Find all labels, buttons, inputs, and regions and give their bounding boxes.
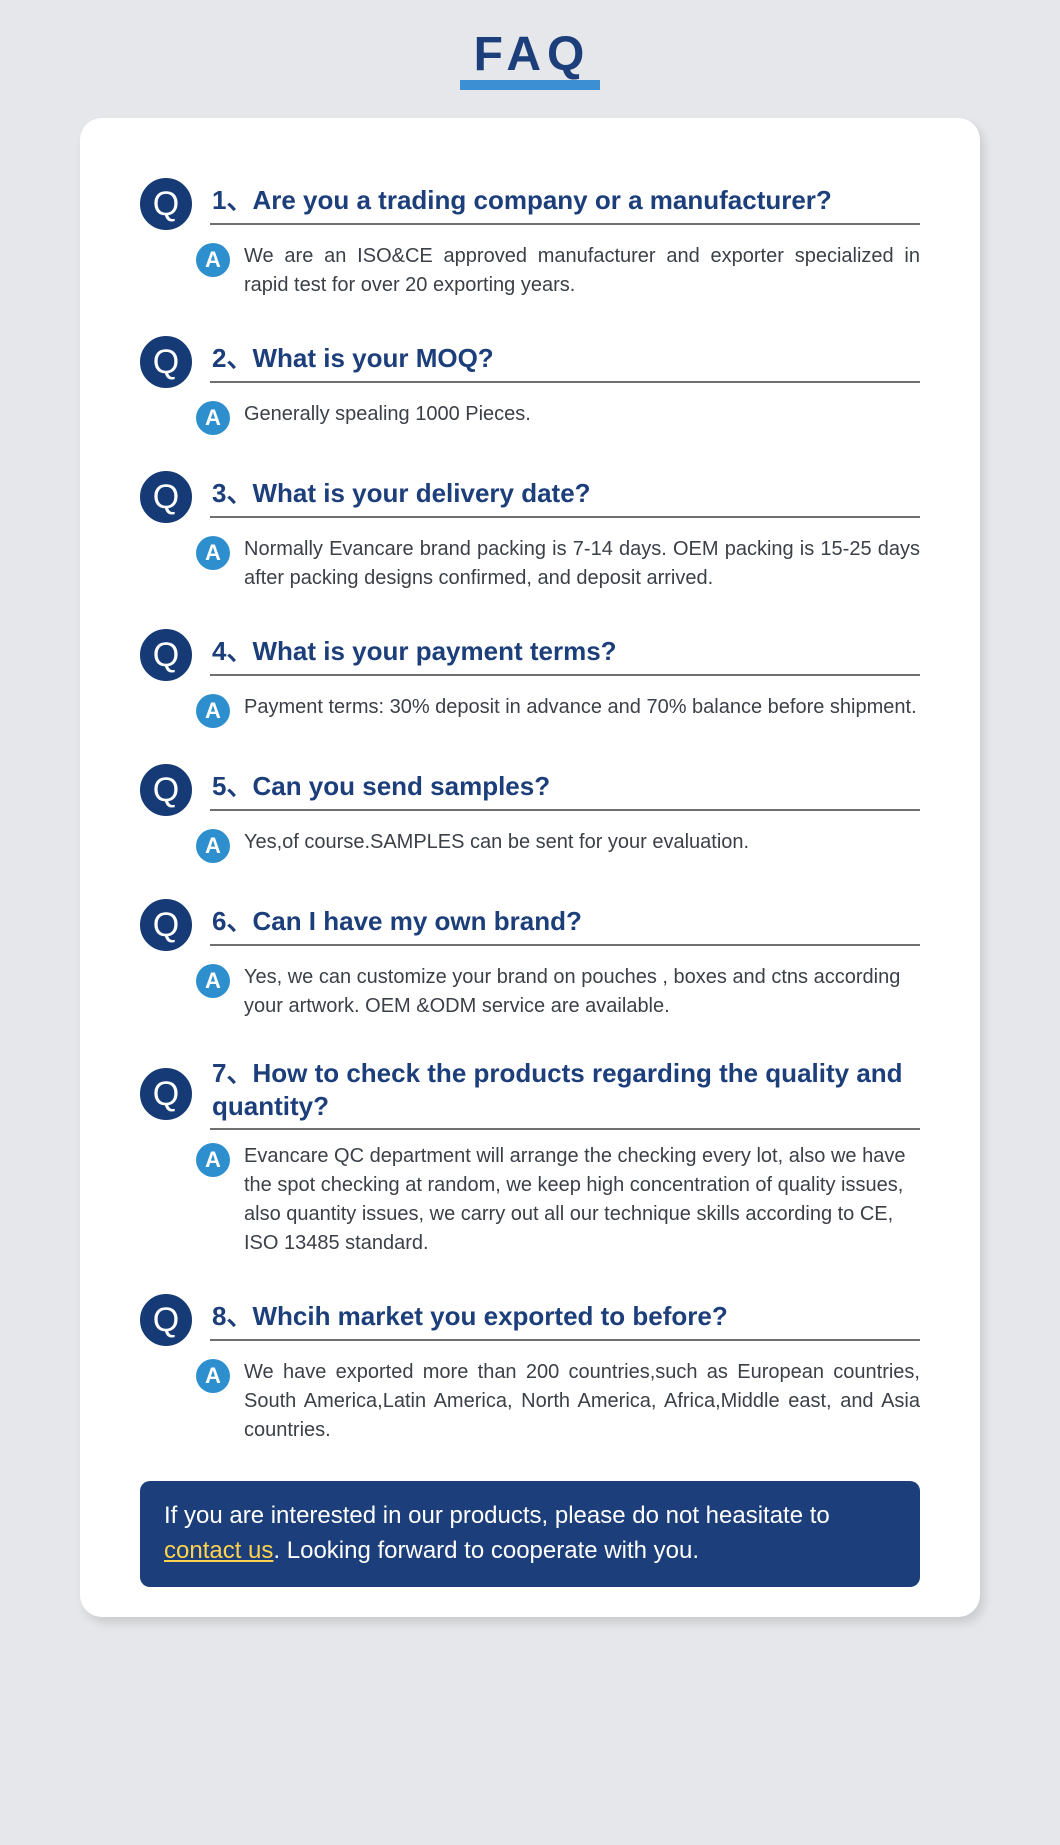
question-badge-label: Q: [153, 638, 179, 672]
question-badge-label: Q: [153, 345, 179, 379]
faq-item: Q 7、How to check the products regarding t…: [140, 1057, 920, 1258]
answer-text: Generally spealing 1000 Pieces.: [244, 400, 920, 429]
question-badge-label: Q: [153, 908, 179, 942]
answer-text: Normally Evancare brand packing is 7-14 …: [244, 535, 920, 593]
answer-badge-icon: A: [196, 694, 230, 728]
question-text: 6、Can I have my own brand?: [210, 905, 920, 946]
question-row: Q 3、What is your delivery date?: [140, 471, 920, 523]
question-text: 1、Are you a trading company or a manufac…: [210, 184, 920, 225]
question-badge-icon: Q: [140, 336, 192, 388]
answer-row: A We have exported more than 200 countrie…: [196, 1358, 920, 1445]
answer-badge-label: A: [205, 407, 221, 429]
answer-text: We have exported more than 200 countries…: [244, 1358, 920, 1445]
answer-row: A Yes,of course.SAMPLES can be sent for y…: [196, 828, 920, 863]
answer-badge-label: A: [205, 1149, 221, 1171]
question-badge-icon: Q: [140, 1068, 192, 1120]
faq-item: Q 3、What is your delivery date? A Normally …: [140, 471, 920, 593]
answer-badge-icon: A: [196, 1359, 230, 1393]
cta-text-after: . Looking forward to cooperate with you.: [273, 1537, 699, 1564]
answer-row: A Yes, we can customize your brand on pou…: [196, 963, 920, 1021]
question-text: 8、Whcih market you exported to before?: [210, 1300, 920, 1341]
faq-card: Q 1、Are you a trading company or a manufa…: [80, 118, 980, 1617]
answer-badge-label: A: [205, 970, 221, 992]
answer-row: A Payment terms: 30% deposit in advance a…: [196, 693, 920, 728]
question-row: Q 7、How to check the products regarding t…: [140, 1057, 920, 1130]
answer-row: A Normally Evancare brand packing is 7-14…: [196, 535, 920, 593]
question-text: 5、Can you send samples?: [210, 770, 920, 811]
answer-row: A Evancare QC department will arrange the…: [196, 1142, 920, 1258]
answer-badge-icon: A: [196, 401, 230, 435]
faq-item: Q 5、Can you send samples? A Yes,of course.S…: [140, 764, 920, 863]
question-badge-icon: Q: [140, 899, 192, 951]
question-badge-label: Q: [153, 773, 179, 807]
question-row: Q 2、What is your MOQ?: [140, 336, 920, 388]
question-badge-label: Q: [153, 187, 179, 221]
answer-badge-label: A: [205, 835, 221, 857]
contact-us-link[interactable]: contact us: [164, 1537, 273, 1564]
answer-text: Yes,of course.SAMPLES can be sent for yo…: [244, 828, 920, 857]
cta-text-before: If you are interested in our products, p…: [164, 1502, 830, 1529]
question-badge-label: Q: [153, 1077, 179, 1111]
question-badge-icon: Q: [140, 1294, 192, 1346]
question-badge-label: Q: [153, 1303, 179, 1337]
question-row: Q 5、Can you send samples?: [140, 764, 920, 816]
answer-row: A We are an ISO&CE approved manufacturer …: [196, 242, 920, 300]
faq-item: Q 8、Whcih market you exported to before? A…: [140, 1294, 920, 1445]
answer-badge-label: A: [205, 249, 221, 271]
answer-badge-label: A: [205, 542, 221, 564]
question-badge-icon: Q: [140, 629, 192, 681]
answer-text: Evancare QC department will arrange the …: [244, 1142, 920, 1258]
answer-badge-icon: A: [196, 243, 230, 277]
faq-item: Q 1、Are you a trading company or a manufa…: [140, 178, 920, 300]
answer-badge-icon: A: [196, 829, 230, 863]
question-row: Q 8、Whcih market you exported to before?: [140, 1294, 920, 1346]
question-badge-icon: Q: [140, 764, 192, 816]
answer-text: We are an ISO&CE approved manufacturer a…: [244, 242, 920, 300]
faq-title-text: FAQ: [460, 30, 601, 90]
answer-text: Payment terms: 30% deposit in advance an…: [244, 693, 920, 722]
question-text: 2、What is your MOQ?: [210, 342, 920, 383]
faq-title: FAQ: [0, 30, 1060, 90]
answer-badge-icon: A: [196, 536, 230, 570]
question-text: 7、How to check the products regarding th…: [210, 1057, 920, 1130]
answer-badge-label: A: [205, 1365, 221, 1387]
answer-badge-icon: A: [196, 1143, 230, 1177]
question-text: 4、What is your payment terms?: [210, 635, 920, 676]
faq-item: Q 6、Can I have my own brand? A Yes, we can …: [140, 899, 920, 1021]
question-badge-icon: Q: [140, 471, 192, 523]
question-badge-icon: Q: [140, 178, 192, 230]
question-text: 3、What is your delivery date?: [210, 477, 920, 518]
answer-row: A Generally spealing 1000 Pieces.: [196, 400, 920, 435]
faq-list: Q 1、Are you a trading company or a manufa…: [140, 178, 920, 1445]
question-row: Q 6、Can I have my own brand?: [140, 899, 920, 951]
answer-badge-icon: A: [196, 964, 230, 998]
faq-item: Q 2、What is your MOQ? A Generally spealing …: [140, 336, 920, 435]
answer-badge-label: A: [205, 700, 221, 722]
faq-item: Q 4、What is your payment terms? A Payment t…: [140, 629, 920, 728]
answer-text: Yes, we can customize your brand on pouc…: [244, 963, 920, 1021]
question-badge-label: Q: [153, 480, 179, 514]
question-row: Q 1、Are you a trading company or a manufa…: [140, 178, 920, 230]
cta-banner: If you are interested in our products, p…: [140, 1481, 920, 1587]
question-row: Q 4、What is your payment terms?: [140, 629, 920, 681]
